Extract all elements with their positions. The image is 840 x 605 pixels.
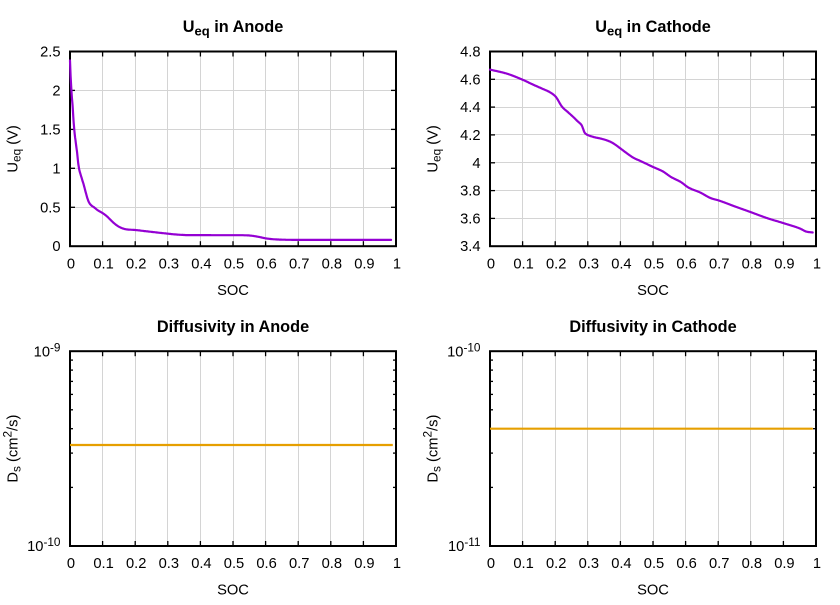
svg-text:1: 1 bbox=[813, 256, 821, 272]
svg-text:Diffusivity in Cathode: Diffusivity in Cathode bbox=[569, 318, 736, 336]
svg-text:Ueq (V): Ueq (V) bbox=[6, 125, 24, 172]
svg-text:0.1: 0.1 bbox=[93, 256, 113, 272]
svg-text:0.3: 0.3 bbox=[159, 556, 179, 572]
svg-text:0.7: 0.7 bbox=[289, 556, 309, 572]
svg-text:2.5: 2.5 bbox=[40, 45, 60, 61]
svg-text:0.1: 0.1 bbox=[93, 556, 113, 572]
svg-text:0.6: 0.6 bbox=[676, 556, 696, 572]
svg-text:0.3: 0.3 bbox=[159, 256, 179, 272]
svg-text:0.4: 0.4 bbox=[191, 556, 211, 572]
svg-text:0.9: 0.9 bbox=[354, 256, 374, 272]
svg-text:Ds (cm2/s): Ds (cm2/s) bbox=[1, 415, 24, 483]
svg-text:SOC: SOC bbox=[637, 283, 669, 299]
svg-text:0: 0 bbox=[67, 556, 75, 572]
svg-text:SOC: SOC bbox=[637, 583, 669, 599]
svg-text:3.4: 3.4 bbox=[460, 239, 480, 255]
svg-text:3.8: 3.8 bbox=[460, 184, 480, 200]
svg-text:0.8: 0.8 bbox=[742, 556, 762, 572]
svg-text:0.5: 0.5 bbox=[644, 256, 664, 272]
svg-text:0.4: 0.4 bbox=[611, 256, 631, 272]
svg-text:Ueq in Anode: Ueq in Anode bbox=[183, 18, 284, 39]
svg-text:SOC: SOC bbox=[217, 283, 249, 299]
svg-text:0: 0 bbox=[487, 556, 495, 572]
svg-text:0.8: 0.8 bbox=[322, 556, 342, 572]
svg-text:4.2: 4.2 bbox=[460, 128, 480, 144]
svg-text:1: 1 bbox=[813, 556, 821, 572]
svg-text:0.9: 0.9 bbox=[774, 556, 794, 572]
svg-text:0: 0 bbox=[67, 256, 75, 272]
svg-text:0.5: 0.5 bbox=[224, 256, 244, 272]
svg-text:0.7: 0.7 bbox=[709, 256, 729, 272]
svg-text:SOC: SOC bbox=[217, 583, 249, 599]
svg-text:0: 0 bbox=[52, 239, 60, 255]
svg-text:0.3: 0.3 bbox=[579, 556, 599, 572]
svg-text:0.9: 0.9 bbox=[354, 556, 374, 572]
svg-text:0.5: 0.5 bbox=[644, 556, 664, 572]
svg-text:Diffusivity in Anode: Diffusivity in Anode bbox=[157, 318, 309, 336]
svg-text:0.8: 0.8 bbox=[742, 256, 762, 272]
svg-text:0.2: 0.2 bbox=[126, 556, 146, 572]
svg-text:4.4: 4.4 bbox=[460, 100, 480, 116]
svg-text:0.6: 0.6 bbox=[256, 256, 276, 272]
svg-text:2: 2 bbox=[52, 83, 60, 99]
svg-text:0.8: 0.8 bbox=[322, 256, 342, 272]
svg-text:0.4: 0.4 bbox=[611, 556, 631, 572]
svg-text:0.5: 0.5 bbox=[40, 200, 60, 216]
svg-text:1: 1 bbox=[393, 556, 401, 572]
svg-text:0.7: 0.7 bbox=[289, 256, 309, 272]
svg-text:0.1: 0.1 bbox=[513, 556, 533, 572]
svg-text:1.5: 1.5 bbox=[40, 122, 60, 138]
svg-text:0.6: 0.6 bbox=[676, 256, 696, 272]
svg-text:4: 4 bbox=[472, 156, 480, 172]
svg-text:1: 1 bbox=[393, 256, 401, 272]
svg-text:Ueq in Cathode: Ueq in Cathode bbox=[595, 18, 711, 39]
svg-text:1: 1 bbox=[52, 161, 60, 177]
svg-text:Ds (cm2/s): Ds (cm2/s) bbox=[421, 415, 444, 483]
svg-text:0.6: 0.6 bbox=[256, 556, 276, 572]
svg-text:4.8: 4.8 bbox=[460, 45, 480, 61]
svg-text:0: 0 bbox=[487, 256, 495, 272]
svg-text:0.2: 0.2 bbox=[546, 256, 566, 272]
svg-text:0.2: 0.2 bbox=[126, 256, 146, 272]
svg-text:0.5: 0.5 bbox=[224, 556, 244, 572]
svg-text:4.6: 4.6 bbox=[460, 72, 480, 88]
svg-text:0.1: 0.1 bbox=[513, 256, 533, 272]
svg-text:0.3: 0.3 bbox=[579, 256, 599, 272]
svg-text:0.4: 0.4 bbox=[191, 256, 211, 272]
svg-text:0.9: 0.9 bbox=[774, 256, 794, 272]
svg-text:Ueq (V): Ueq (V) bbox=[426, 125, 444, 172]
svg-text:0.2: 0.2 bbox=[546, 556, 566, 572]
svg-text:0.7: 0.7 bbox=[709, 556, 729, 572]
svg-text:3.6: 3.6 bbox=[460, 211, 480, 227]
